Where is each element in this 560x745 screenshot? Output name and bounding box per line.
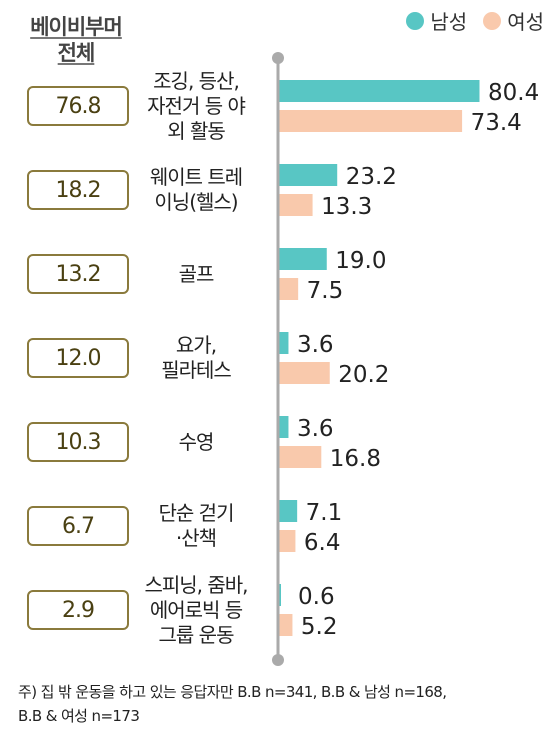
category-label-line: 필라테스 xyxy=(161,358,232,382)
category-label-5: 단순 걷기 ·산책 xyxy=(126,501,266,551)
category-label-3: 요가, 필라테스 xyxy=(126,333,266,383)
category-label-line: 수영 xyxy=(178,429,215,454)
axis-bottom-cap xyxy=(272,654,284,666)
total-value-box-5: 6.7 xyxy=(27,506,129,546)
category-label-line: 자전거 등 야 xyxy=(147,93,246,118)
value-label-female-1: 13.3 xyxy=(321,194,372,220)
legend-swatch-male xyxy=(406,11,425,30)
footnote-line2: B.B & 여성 n=173 xyxy=(18,707,140,725)
legend-label-male: 남성 xyxy=(430,10,468,34)
value-label-male-3: 3.6 xyxy=(297,332,334,358)
total-value-box-0: 76.8 xyxy=(27,86,129,126)
category-label-line: 에어로빅 등 xyxy=(149,597,243,622)
bar-male-0 xyxy=(279,80,480,102)
value-label-male-1: 23.2 xyxy=(346,164,397,190)
total-value-box-3: 12.0 xyxy=(27,338,129,378)
bar-female-4 xyxy=(279,446,322,468)
total-header-line2: 전체 xyxy=(57,41,96,65)
total-column-header: 베이비부머 전체 xyxy=(14,14,138,66)
value-label-female-5: 6.4 xyxy=(304,530,341,556)
value-label-male-5: 7.1 xyxy=(306,500,343,526)
category-label-line: 웨이트 트레 xyxy=(149,165,243,189)
bar-male-4 xyxy=(279,416,289,438)
legend-swatch-female xyxy=(483,11,502,30)
category-label-line: 외 활동 xyxy=(167,118,226,143)
value-label-male-6: 0.6 xyxy=(298,584,335,610)
category-label-line: 단순 걷기 xyxy=(158,501,235,525)
value-label-female-3: 20.2 xyxy=(338,362,389,388)
category-label-line: 스피닝, 줌바, xyxy=(144,572,248,597)
footnote-line1: 주) 집 밖 운동을 하고 있는 응답자만 B.B n=341, B.B & 남… xyxy=(18,683,447,701)
value-label-male-4: 3.6 xyxy=(297,416,334,442)
value-label-female-0: 73.4 xyxy=(471,110,522,136)
category-label-6: 스피닝, 줌바, 에어로빅 등 그룹 운동 xyxy=(126,573,266,648)
category-label-4: 수영 xyxy=(126,430,266,455)
bar-female-5 xyxy=(279,530,296,552)
value-label-male-0: 80.4 xyxy=(488,80,539,106)
bar-female-1 xyxy=(279,194,313,216)
legend-item-female: 여성 xyxy=(483,6,544,35)
bar-female-6 xyxy=(279,614,293,636)
category-label-line: 조깅, 등산, xyxy=(153,68,240,93)
value-label-female-6: 5.2 xyxy=(301,614,338,640)
total-value-box-2: 13.2 xyxy=(27,254,129,294)
category-label-line: 골프 xyxy=(178,261,215,286)
bar-male-3 xyxy=(279,332,289,354)
category-label-1: 웨이트 트레 이닝(헬스) xyxy=(126,165,266,215)
total-value-box-1: 18.2 xyxy=(27,170,129,210)
legend-item-male: 남성 xyxy=(406,6,467,35)
category-label-line: ·산책 xyxy=(175,526,217,550)
category-label-line: 이닝(헬스) xyxy=(154,190,238,214)
total-value-box-4: 10.3 xyxy=(27,422,129,462)
bar-male-2 xyxy=(279,248,327,270)
category-label-2: 골프 xyxy=(126,262,266,287)
category-label-line: 요가, xyxy=(175,333,217,357)
legend: 남성 여성 xyxy=(390,6,544,35)
footnote: 주) 집 밖 운동을 하고 있는 응답자만 B.B n=341, B.B & 남… xyxy=(18,680,553,728)
value-label-female-2: 7.5 xyxy=(307,278,344,304)
bar-female-3 xyxy=(279,362,330,384)
total-header-line1: 베이비부머 xyxy=(30,15,123,39)
bar-male-6 xyxy=(279,584,281,606)
value-label-male-2: 19.0 xyxy=(335,248,386,274)
category-label-line: 그룹 운동 xyxy=(158,622,235,647)
axis-top-cap xyxy=(272,52,284,64)
bar-male-1 xyxy=(279,164,338,186)
bar-male-5 xyxy=(279,500,298,522)
bar-female-2 xyxy=(279,278,299,300)
total-value-box-6: 2.9 xyxy=(27,590,129,630)
value-label-female-4: 16.8 xyxy=(330,446,381,472)
legend-label-female: 여성 xyxy=(507,10,544,34)
bar-female-0 xyxy=(279,110,463,132)
